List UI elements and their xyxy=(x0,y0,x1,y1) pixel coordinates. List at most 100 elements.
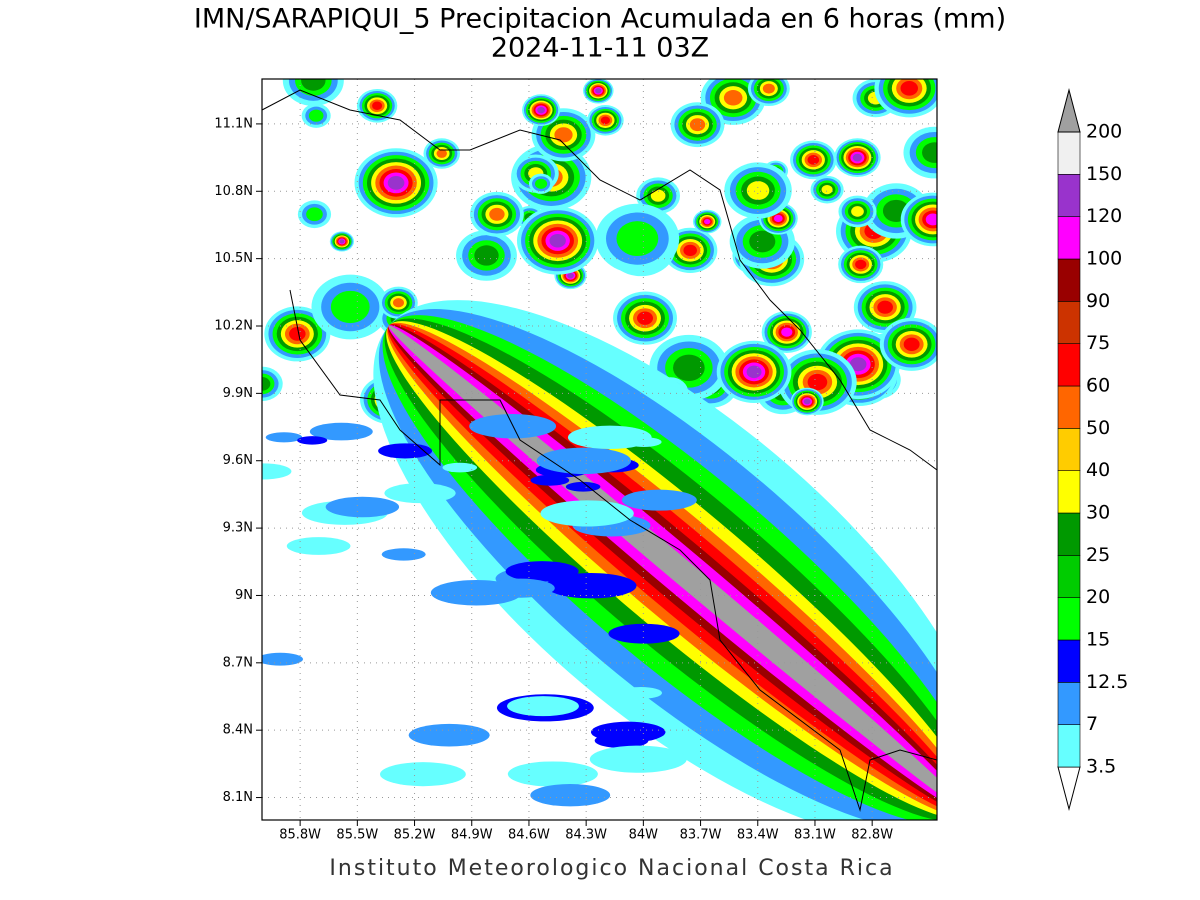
lat-tick-label: 8.1N xyxy=(223,790,253,805)
precip-cell xyxy=(325,496,400,518)
colorbar-label: 3.5 xyxy=(1086,756,1116,778)
colorbar-label: 7 xyxy=(1086,713,1098,735)
lon-tick-label: 85.5W xyxy=(336,828,378,843)
precip-cell xyxy=(637,311,654,325)
precip-cell xyxy=(301,79,326,91)
precip-cell xyxy=(616,221,659,257)
precip-cell xyxy=(378,443,433,459)
colorbar-bin xyxy=(1057,428,1081,471)
coastline xyxy=(262,89,937,471)
colorbar-bin xyxy=(1057,639,1081,683)
colorbar-bin xyxy=(1057,470,1081,514)
precip-cell xyxy=(807,155,820,165)
precip-cell xyxy=(723,90,743,106)
precip-cell xyxy=(567,425,652,450)
colorbar-bin xyxy=(1057,555,1081,598)
precip-cell xyxy=(781,327,793,337)
precip-cell xyxy=(851,206,864,217)
precip-cell xyxy=(545,573,637,599)
axis-ticks: 85.8W 85.5W 85.2W 84.9W 84.6W 84.3W 84W 83.7W 83… xyxy=(214,116,893,842)
colorbar-bin xyxy=(1057,597,1081,641)
precip-cell xyxy=(289,327,306,341)
precip-cell xyxy=(746,365,762,379)
lon-tick-label: 84W xyxy=(629,828,659,843)
precip-cell xyxy=(621,489,697,511)
colorbar-label: 30 xyxy=(1086,502,1110,524)
lon-tick-label: 84.3W xyxy=(565,828,607,843)
lat-tick-label: 10.5N xyxy=(214,251,253,266)
precip-cell xyxy=(773,214,783,223)
precip-cell xyxy=(673,354,705,382)
precip-cell xyxy=(762,83,775,94)
precip-cell xyxy=(803,398,811,405)
colorbar-label: 60 xyxy=(1086,375,1110,397)
colorbar-label: 100 xyxy=(1086,248,1122,270)
precip-cell xyxy=(384,483,456,504)
colorbar-bin xyxy=(1057,682,1081,725)
precip-cell xyxy=(925,213,937,226)
precip-cell xyxy=(505,561,579,582)
colorbar-bin xyxy=(1057,343,1081,387)
precip-cell xyxy=(852,153,863,162)
precip-cell xyxy=(650,189,666,202)
colorbar-label: 12.5 xyxy=(1086,671,1128,693)
precip-field xyxy=(262,79,937,820)
coastline xyxy=(289,289,937,812)
precip-cell xyxy=(594,733,649,749)
precip-cell xyxy=(749,230,776,253)
precip-cell xyxy=(408,723,490,747)
subtitle: 2024-11-11 03Z xyxy=(491,33,709,64)
precip-cell xyxy=(442,462,478,473)
colorbar-label: 20 xyxy=(1086,586,1110,608)
precip-cell xyxy=(554,127,573,143)
colorbar: 3.5 7 12.5 15 20 25 30 40 50 60 75 90 100 120 150 200 xyxy=(1057,88,1128,811)
lon-tick-label: 82.8W xyxy=(851,828,893,843)
precip-cell xyxy=(380,762,466,787)
lat-tick-label: 9N xyxy=(235,588,253,603)
precip-cell xyxy=(608,623,680,644)
lon-tick-label: 85.8W xyxy=(279,828,321,843)
colorbar-label: 15 xyxy=(1086,629,1110,651)
lat-tick-label: 8.7N xyxy=(223,655,253,670)
precip-cell xyxy=(900,81,918,96)
precip-cell xyxy=(595,88,602,94)
colorbar-bin xyxy=(1057,131,1081,175)
colorbar-label: 50 xyxy=(1086,417,1110,439)
colorbar-label: 75 xyxy=(1086,332,1110,354)
lon-tick-label: 85.2W xyxy=(394,828,436,843)
precip-cell xyxy=(387,175,405,190)
precip-cell xyxy=(807,373,828,391)
precip-cell xyxy=(381,548,426,561)
precip-cell xyxy=(689,118,706,132)
colorbar-label: 40 xyxy=(1086,459,1110,481)
precip-cell xyxy=(565,481,601,492)
colorbar-label: 90 xyxy=(1086,290,1110,312)
precip-cell xyxy=(540,500,634,527)
precip-cell xyxy=(486,578,555,598)
precip-cell xyxy=(746,181,770,200)
precip-cell xyxy=(297,436,328,445)
lon-tick-label: 84.9W xyxy=(451,828,493,843)
lon-tick-label: 83.1W xyxy=(794,828,836,843)
lat-tick-label: 10.2N xyxy=(214,319,253,334)
lat-tick-label: 10.8N xyxy=(214,184,253,199)
precip-cell xyxy=(855,259,867,270)
precip-cell xyxy=(922,142,937,163)
colorbar-bin xyxy=(1057,512,1081,556)
precip-cell xyxy=(392,298,405,308)
precip-cell xyxy=(877,300,893,314)
precip-cell xyxy=(507,696,579,717)
lon-tick-label: 83.4W xyxy=(737,828,779,843)
precip-cell xyxy=(589,745,687,773)
precip-band xyxy=(388,325,937,815)
precip-cell xyxy=(262,652,304,666)
precip-cell xyxy=(534,178,548,189)
footer: Instituto Meteorologico Nacional Costa R… xyxy=(329,856,894,881)
colorbar-extend-high xyxy=(1057,88,1081,133)
precip-cell xyxy=(474,245,499,266)
colorbar-bin xyxy=(1057,216,1081,260)
precip-cell xyxy=(286,537,351,555)
precip-cell xyxy=(537,106,545,114)
lat-tick-label: 11.1N xyxy=(214,116,253,131)
